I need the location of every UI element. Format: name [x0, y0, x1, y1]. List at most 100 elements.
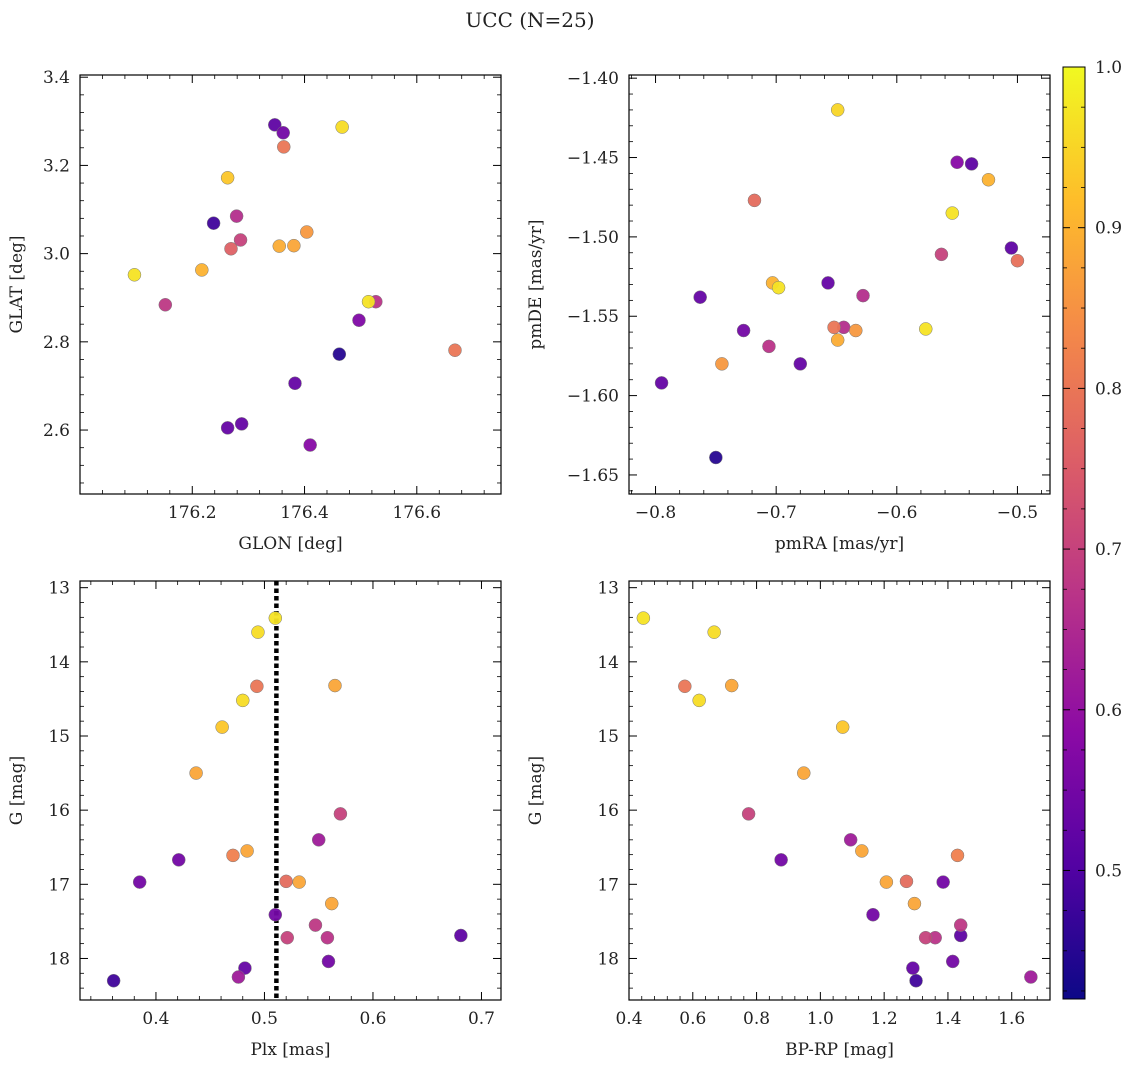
data-point: [1004, 241, 1019, 255]
y-tick-label: 17: [597, 875, 619, 895]
data-point: [300, 225, 314, 239]
data-point: [268, 118, 282, 132]
axes-frame: [628, 74, 1051, 495]
data-point: [747, 193, 762, 208]
data-point: [907, 896, 922, 911]
data-point: [856, 288, 870, 303]
data-point: [1010, 253, 1025, 268]
data-point: [311, 833, 326, 847]
y-tick-label: 3.4: [43, 68, 70, 88]
data-point: [332, 347, 347, 361]
data-point: [981, 173, 996, 187]
data-point: [288, 376, 302, 391]
y-tick-label: −1.40: [567, 69, 619, 89]
x-tick-label: 0.4: [142, 1009, 169, 1029]
data-point: [220, 421, 235, 435]
y-tick-label: 2.8: [43, 333, 70, 353]
data-point: [229, 209, 244, 223]
x-tick-label: 176.2: [168, 503, 217, 523]
data-point: [821, 276, 835, 290]
y-tick-label: 14: [48, 653, 70, 673]
y-tick-label: −1.55: [567, 307, 619, 327]
data-point: [934, 247, 949, 262]
y-axis-label: pmDE [mas/yr]: [526, 219, 546, 349]
data-point: [361, 294, 376, 309]
data-point: [333, 807, 348, 821]
data-point: [352, 313, 366, 327]
data-point: [240, 844, 254, 858]
data-point: [830, 333, 845, 347]
data-point: [233, 233, 248, 247]
y-tick-label: 15: [597, 727, 619, 747]
data-point: [715, 357, 729, 371]
figure-title: UCC (N=25): [465, 8, 594, 32]
x-tick-label: −0.5: [997, 503, 1038, 523]
data-point: [736, 323, 751, 338]
panel-glon-glat: 176.2 176.4 176.6 2.6 2.8 3.0 3.2 3.4 GLON [deg]…: [7, 68, 502, 554]
data-point: [724, 678, 739, 693]
data-point: [678, 679, 692, 694]
data-point: [324, 896, 339, 911]
data-point: [709, 450, 723, 465]
y-tick-label: −1.50: [567, 228, 619, 248]
y-tick-label: −1.45: [567, 149, 619, 169]
x-tick-label: 1.0: [807, 1009, 834, 1029]
x-tick-label: 0.6: [679, 1009, 706, 1029]
y-tick-label: 2.6: [43, 421, 70, 441]
y-tick-label: 14: [597, 653, 619, 673]
data-point: [936, 875, 950, 889]
x-tick-label: 0.5: [251, 1009, 278, 1029]
data-point: [189, 766, 203, 780]
colorbar-gradient: [1062, 66, 1086, 1000]
y-axis-label: GLAT [deg]: [7, 235, 27, 333]
colorbar-tick-label: 0.7: [1095, 540, 1122, 560]
y-tick-label: 18: [597, 949, 619, 969]
data-point: [654, 376, 669, 390]
y-tick-label: 13: [597, 579, 619, 599]
data-point: [280, 930, 294, 945]
data-point: [308, 918, 323, 932]
y-tick-label: −1.60: [567, 387, 619, 407]
y-tick-label: 17: [48, 875, 70, 895]
data-point: [827, 320, 841, 335]
data-point: [226, 848, 240, 863]
x-axis-label: BP-RP [mag]: [785, 1040, 894, 1060]
data-point: [950, 848, 965, 863]
x-tick-label: 0.6: [359, 1009, 386, 1029]
x-tick-label: 1.2: [871, 1009, 898, 1029]
x-tick-label: 0.7: [468, 1009, 495, 1029]
data-point: [106, 973, 121, 988]
y-tick-label: 13: [48, 579, 70, 599]
data-point: [328, 678, 342, 693]
data-point: [292, 875, 306, 889]
x-tick-label: 1.4: [934, 1009, 961, 1029]
data-point: [899, 874, 914, 889]
data-point: [762, 339, 776, 354]
panel-pmra-pmde: −0.8 −0.7 −0.6 −0.5 −1.65 −1.60 −1.55 −1.50 −1.4…: [526, 69, 1051, 554]
x-tick-label: 1.6: [998, 1009, 1025, 1029]
data-point: [906, 961, 920, 975]
data-point: [268, 611, 283, 625]
data-point: [448, 343, 462, 357]
data-point: [793, 357, 808, 371]
data-point: [272, 239, 287, 253]
data-point: [693, 290, 707, 304]
y-axis-label: G [mag]: [526, 756, 546, 825]
data-point: [866, 907, 880, 922]
data-point: [741, 807, 756, 821]
data-point: [231, 970, 246, 984]
data-point: [918, 930, 933, 945]
data-point: [692, 693, 706, 708]
data-point: [320, 930, 335, 945]
axes-frame: [79, 74, 502, 495]
x-axis-label: Plx [mas]: [250, 1040, 330, 1060]
colorbar: 0.5 0.6 0.7 0.8 0.9 1.0: [1062, 58, 1122, 1000]
y-tick-label: 3.2: [43, 156, 70, 176]
data-point: [127, 268, 142, 282]
data-point: [287, 238, 301, 253]
x-tick-label: −0.8: [635, 503, 676, 523]
data-point: [132, 875, 147, 889]
x-tick-label: −0.6: [876, 503, 917, 523]
data-point: [236, 693, 250, 708]
data-point: [855, 844, 869, 858]
